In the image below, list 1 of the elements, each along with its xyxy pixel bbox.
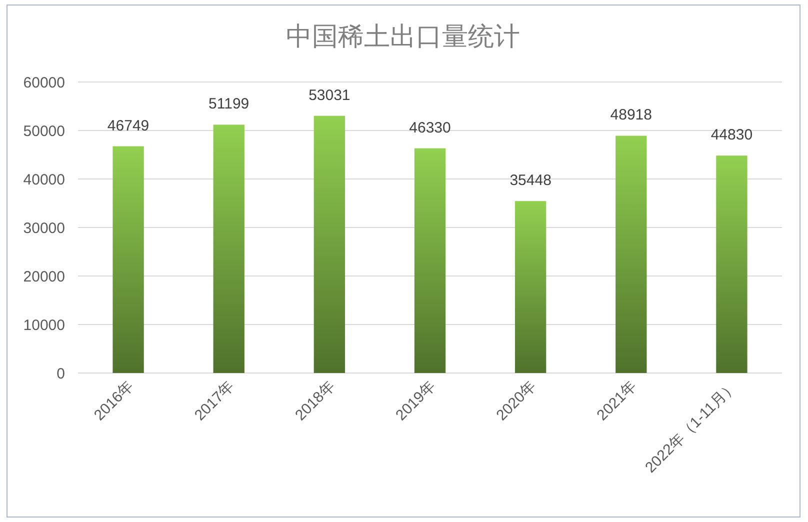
title: 中国稀土出口量统计 (286, 22, 520, 51)
